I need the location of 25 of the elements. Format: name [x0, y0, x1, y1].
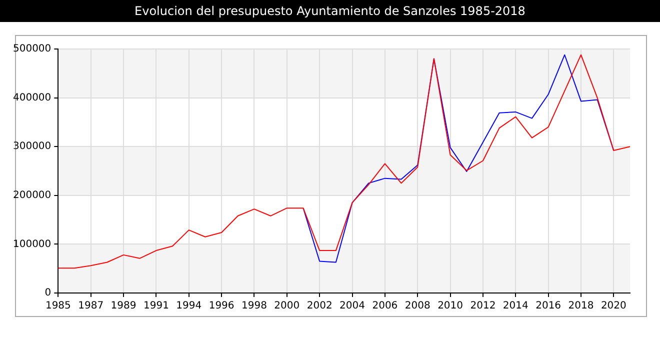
x-tick-label: 2010: [438, 300, 464, 312]
x-tick-label: 2002: [306, 300, 332, 312]
y-tick-label: 100000: [12, 238, 52, 250]
y-tick-label: 400000: [12, 92, 52, 104]
x-tick-label: 2000: [274, 300, 300, 312]
y-tick-label: 500000: [12, 44, 52, 55]
y-tick-label: 300000: [12, 141, 52, 152]
x-tick-label: 1994: [176, 300, 202, 312]
x-tick-label: 1996: [208, 300, 234, 312]
x-tick-label: 1987: [78, 300, 104, 312]
x-tick-label: 2008: [404, 300, 430, 312]
chart-title: Evolucion del presupuesto Ayuntamiento de Sanzoles 1985-2018: [0, 0, 660, 22]
y-tick-label: 200000: [12, 190, 52, 201]
x-tick-label: 2018: [568, 300, 594, 312]
x-tick-label: 2004: [340, 300, 365, 312]
x-tick-label: 2016: [536, 300, 562, 312]
x-tick-label: 2012: [470, 300, 496, 312]
x-tick-label: 2006: [372, 300, 398, 312]
x-tick-label: 1998: [242, 300, 267, 312]
x-tick-label: 2020: [600, 300, 626, 312]
y-tick-label: 0: [44, 288, 52, 299]
x-tick-label: 1985: [45, 300, 71, 312]
x-tick-label: 1991: [143, 300, 169, 312]
x-tick-label: 2014: [502, 300, 528, 312]
x-tick-label: 1989: [110, 300, 136, 312]
